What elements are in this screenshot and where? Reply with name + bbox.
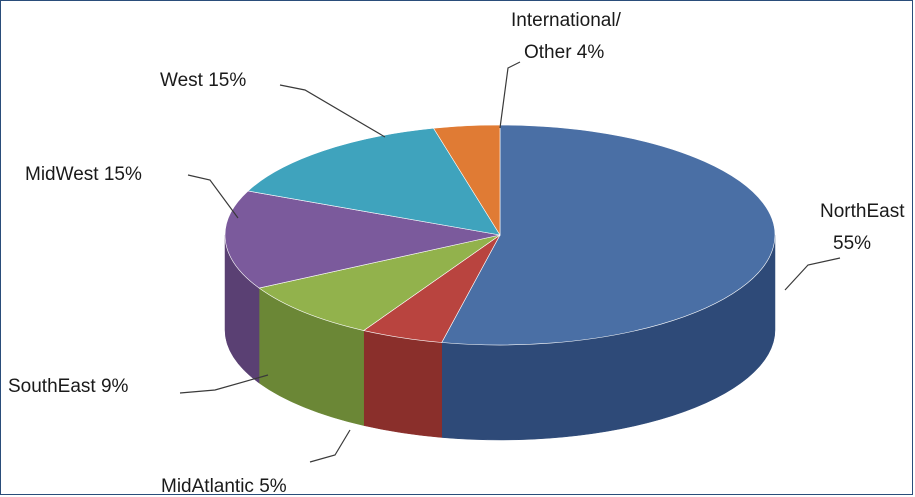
label-international-percent: Other 4% <box>524 42 604 63</box>
label-west: West 15% <box>160 70 246 91</box>
pie-slice-southeast <box>258 234 501 331</box>
pie-side-midatlantic <box>363 330 442 438</box>
label-southeast: SouthEast 9% <box>8 376 129 397</box>
pie-slice-midwest <box>224 190 501 289</box>
pie-slice-northeast <box>441 124 776 346</box>
leader-line-midatlantic <box>309 429 351 463</box>
label-northeast: NorthEast <box>820 201 905 222</box>
leader-line-northeast <box>784 257 841 291</box>
leader-line-southeast <box>179 374 269 394</box>
label-midatlantic: MidAtlantic 5% <box>161 476 287 497</box>
label-midwest: MidWest 15% <box>25 164 142 185</box>
pie-slice-west <box>247 127 501 236</box>
pie-side-group <box>224 234 776 441</box>
leader-line-west <box>279 84 386 138</box>
leader-line-midwest <box>187 174 239 219</box>
label-international: International/ <box>511 10 622 31</box>
leader-line-international <box>499 61 521 129</box>
pie-top-group <box>224 124 776 346</box>
label-northeast-percent: 55% <box>833 233 871 254</box>
